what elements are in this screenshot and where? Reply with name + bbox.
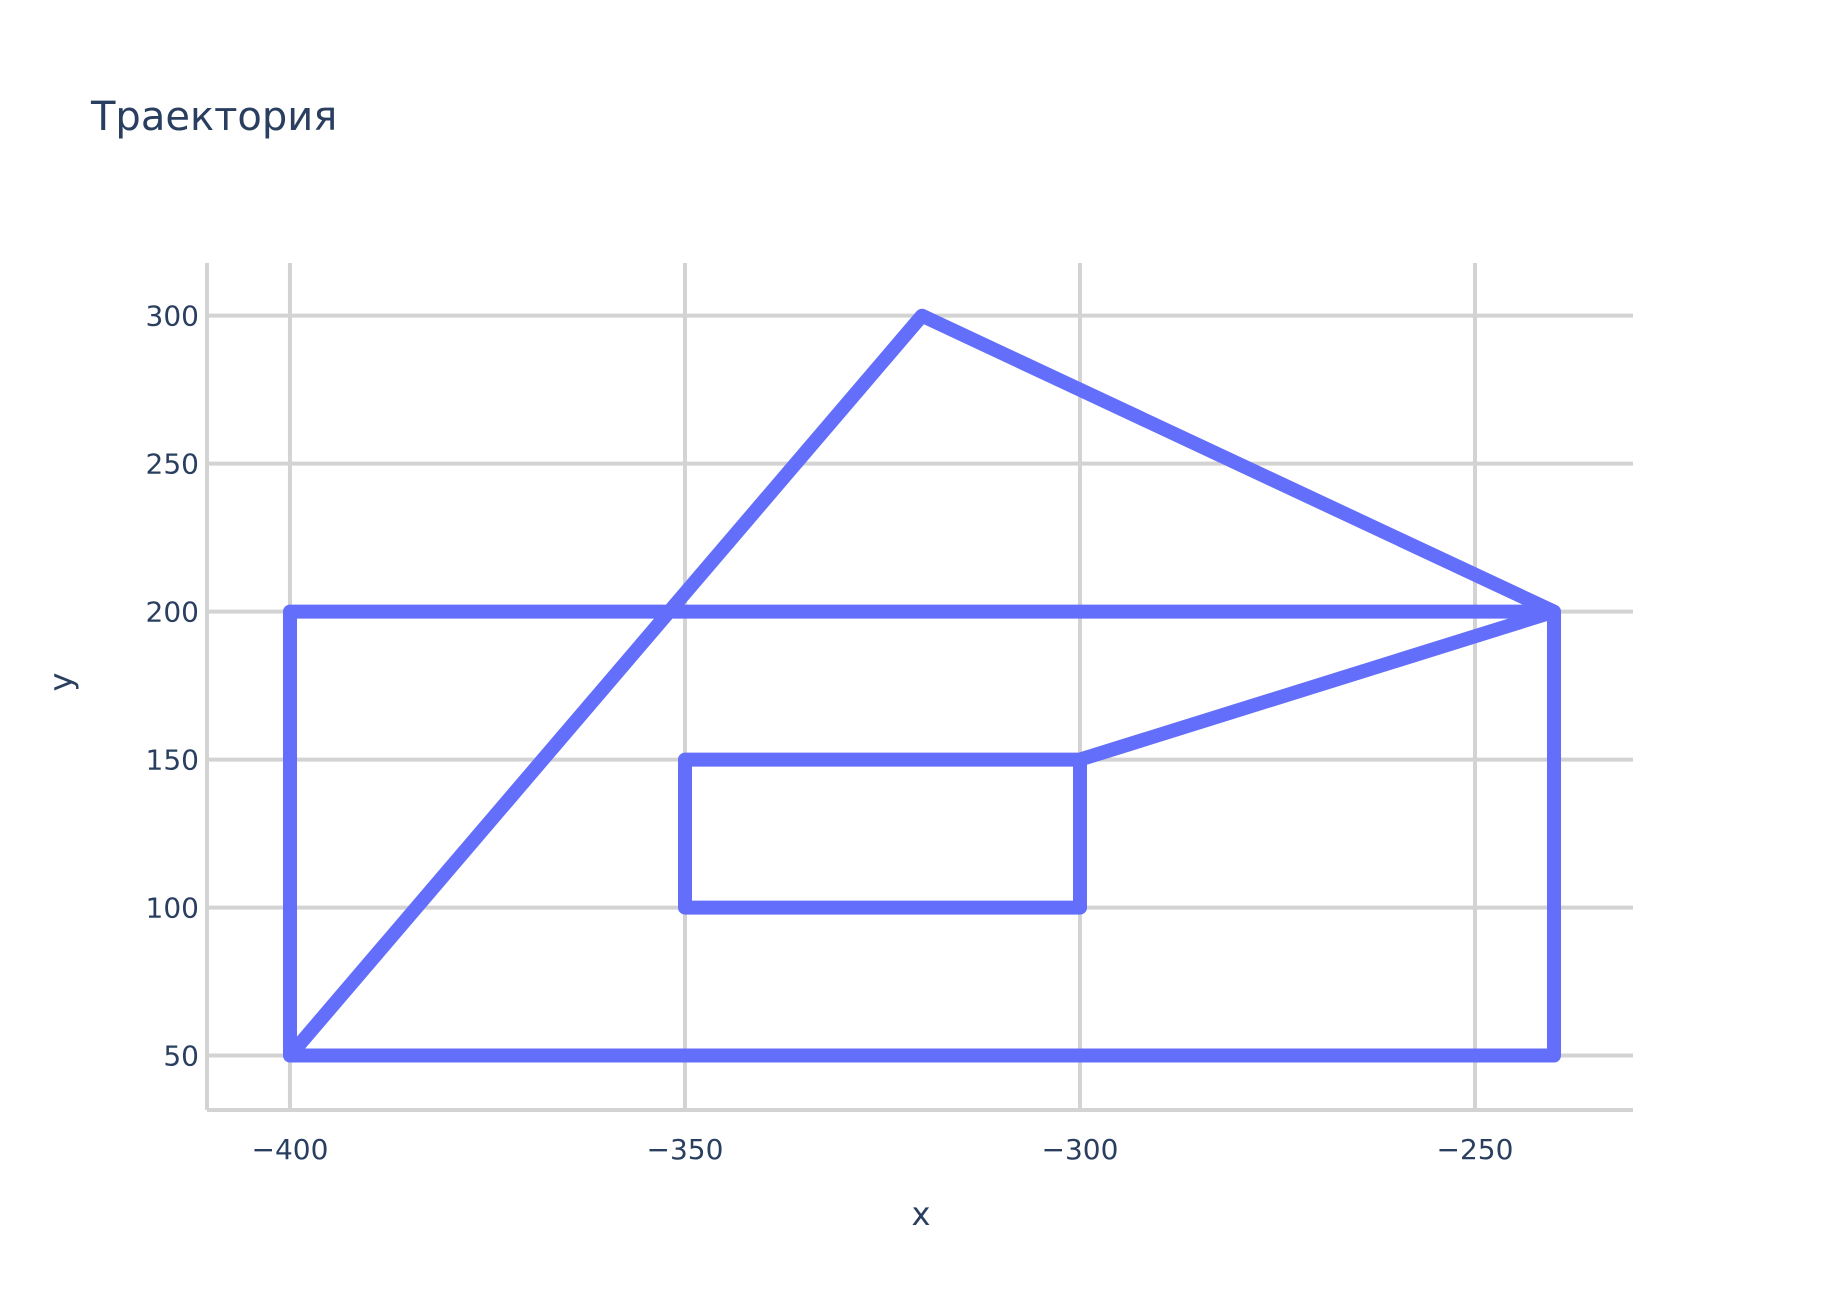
chart-title: Траектория [90,94,337,140]
y-tick-label: 300 [146,300,199,333]
y-tick-label: 100 [146,892,199,925]
x-axis-label: x [912,1195,931,1233]
series-layer [283,308,1561,1063]
grid [207,263,1633,1110]
y-tick-label: 250 [146,448,199,481]
y-tick-label: 150 [146,744,199,777]
x-tick-label: −400 [251,1133,328,1166]
y-tick-label: 200 [146,596,199,629]
x-tick-label: −300 [1042,1133,1119,1166]
y-tick-label: 50 [163,1040,199,1073]
x-tick-label: −350 [647,1133,724,1166]
trajectory-line [283,308,1561,1063]
axes [205,263,1633,1112]
y-axis-label: y [42,673,80,692]
x-tick-label: −250 [1437,1133,1514,1166]
tick-labels: −400 −350 −300 −250 50 100 150 200 250 300 [146,300,1514,1166]
